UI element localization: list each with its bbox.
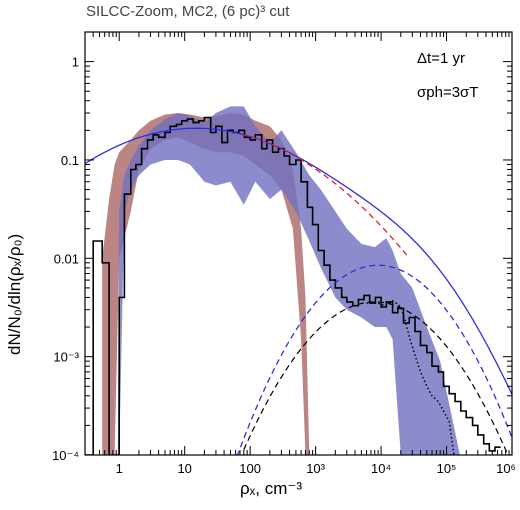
x-tick-label: 10³ bbox=[306, 461, 325, 476]
series-solid-blue bbox=[85, 127, 512, 395]
series-dashed-red bbox=[243, 134, 408, 256]
y-axis-label: dN/N₀/dln(ρₓ/ρ₀) bbox=[5, 234, 24, 355]
tick-labels-layer: 1 10 100 10³ 10⁴ 10⁵ 10⁶ 10⁻⁴ 10⁻³ 0.01 0.1 1 bbox=[52, 55, 516, 476]
x-tick-label: 10⁶ bbox=[496, 461, 516, 476]
x-axis-label: ρₓ, cm⁻³ bbox=[240, 479, 302, 498]
chart-title: SILCC-Zoom, MC2, (6 pc)³ cut bbox=[86, 3, 290, 20]
x-tick-label: 100 bbox=[239, 461, 261, 476]
series-dashed-blue bbox=[235, 264, 512, 455]
ticks-layer bbox=[84, 31, 513, 456]
plot-frame bbox=[84, 31, 513, 456]
annotation-dt: Δt=1 yr bbox=[417, 50, 465, 67]
x-tick-label: 10⁴ bbox=[371, 461, 391, 476]
x-tick-label: 10 bbox=[177, 461, 191, 476]
y-tick-label: 10⁻³ bbox=[53, 350, 79, 365]
curves-layer bbox=[85, 116, 512, 455]
y-tick-label: 0.1 bbox=[61, 153, 79, 168]
y-tick-label: 0.01 bbox=[54, 251, 79, 266]
annotation-sigma: σph=3σT bbox=[417, 84, 478, 101]
series-solid-black bbox=[85, 116, 501, 455]
bands-layer bbox=[102, 106, 467, 455]
x-tick-label: 10⁵ bbox=[437, 461, 457, 476]
x-tick-label: 1 bbox=[116, 461, 123, 476]
series-dotted-black bbox=[366, 299, 455, 455]
blue-band bbox=[117, 106, 467, 455]
y-tick-label: 10⁻⁴ bbox=[52, 448, 79, 463]
series-dashed-black bbox=[243, 301, 512, 455]
y-tick-label: 1 bbox=[72, 55, 79, 70]
